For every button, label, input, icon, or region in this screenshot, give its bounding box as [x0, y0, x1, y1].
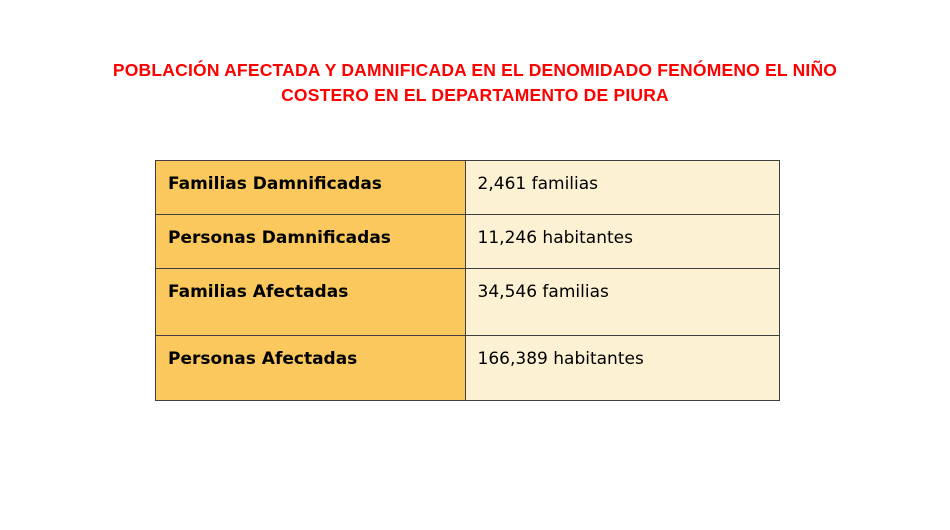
- page-title: POBLACIÓN AFECTADA Y DAMNIFICADA EN EL D…: [55, 58, 895, 108]
- table-row: Personas Damnificadas 11,246 habitantes: [155, 214, 781, 269]
- row-label: Personas Afectadas: [155, 335, 466, 401]
- row-label: Familias Afectadas: [155, 268, 466, 336]
- population-data-table: Familias Damnificadas 2,461 familias Per…: [155, 160, 781, 401]
- page-title-line-1: POBLACIÓN AFECTADA Y DAMNIFICADA EN EL D…: [112, 60, 838, 80]
- row-label: Familias Damnificadas: [155, 160, 466, 215]
- row-value: 2,461 familias: [464, 160, 781, 215]
- row-value: 34,546 familias: [464, 268, 781, 336]
- row-label: Personas Damnificadas: [155, 214, 466, 269]
- table-row: Personas Afectadas 166,389 habitantes: [155, 335, 781, 401]
- row-value: 11,246 habitantes: [464, 214, 781, 269]
- row-value: 166,389 habitantes: [464, 335, 781, 401]
- table-row: Familias Damnificadas 2,461 familias: [155, 160, 781, 215]
- table-row: Familias Afectadas 34,546 familias: [155, 268, 781, 336]
- page-title-line-2: COSTERO EN EL DEPARTAMENTO DE PIURA: [281, 85, 669, 105]
